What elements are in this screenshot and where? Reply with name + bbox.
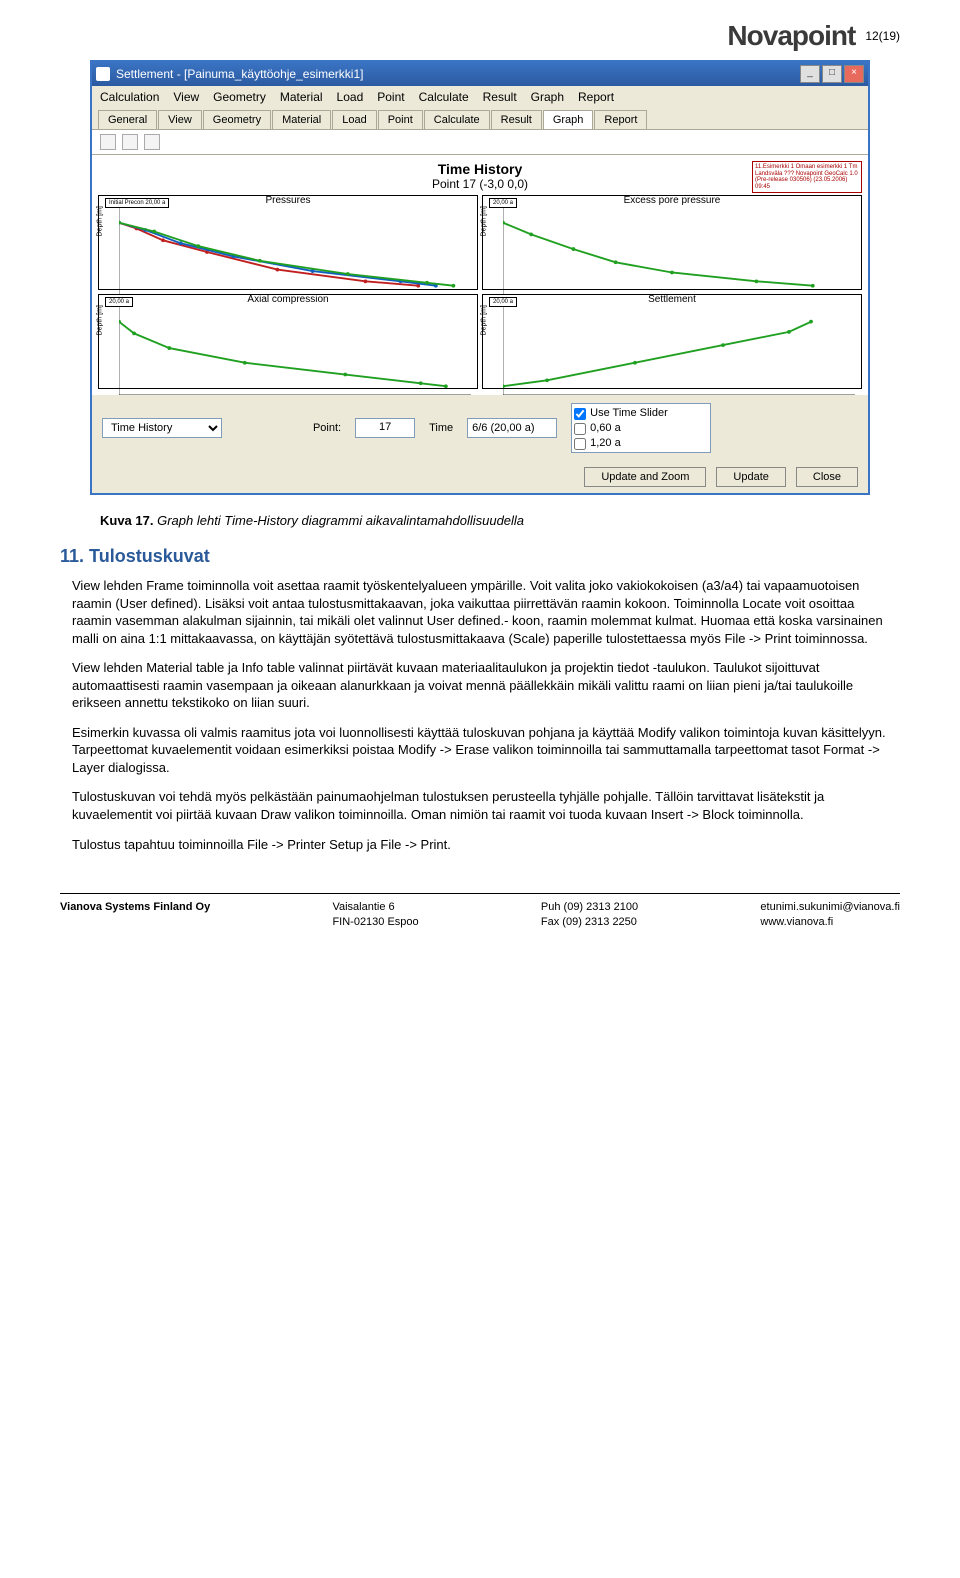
panel-legend: 20,00 a bbox=[489, 198, 517, 208]
footer-contact: etunimi.sukunimi@vianova.fiwww.vianova.f… bbox=[760, 900, 900, 930]
menu-bar: Calculation View Geometry Material Load Point… bbox=[92, 86, 868, 108]
paragraph: View lehden Material table ja Info table… bbox=[72, 659, 888, 712]
chart-area: Time History Point 17 (-3,0 0,0) 11.Esim… bbox=[92, 155, 868, 395]
update-button[interactable]: Update bbox=[716, 467, 785, 487]
tab-point[interactable]: Point bbox=[378, 110, 423, 129]
menu-calculation[interactable]: Calculation bbox=[100, 90, 159, 104]
chart-title: Time History bbox=[98, 161, 862, 177]
page-number: 12(19) bbox=[865, 29, 900, 43]
menu-report[interactable]: Report bbox=[578, 90, 614, 104]
chart-panel-1: Excess pore pressure20,00 aDepth [m] bbox=[482, 195, 862, 290]
update-zoom-button[interactable]: Update and Zoom bbox=[584, 467, 706, 487]
zoom-icon[interactable] bbox=[144, 134, 160, 150]
chart-grid: PressuresInitial Precon 20,00 aDepth [m]… bbox=[98, 195, 862, 389]
y-axis-label: Depth [m] bbox=[97, 206, 104, 236]
toolbar bbox=[92, 130, 868, 155]
minimize-button[interactable]: _ bbox=[800, 65, 820, 83]
close-dialog-button[interactable]: Close bbox=[796, 467, 858, 487]
chart-svg bbox=[119, 307, 471, 395]
tab-report[interactable]: Report bbox=[594, 110, 647, 129]
chart-svg bbox=[119, 208, 471, 296]
page-header: Novapoint 12(19) bbox=[60, 20, 900, 52]
tab-graph[interactable]: Graph bbox=[543, 110, 594, 129]
title-bar: Settlement - [Painuma_käyttöohje_esimerk… bbox=[92, 62, 868, 86]
maximize-button[interactable]: □ bbox=[822, 65, 842, 83]
button-row: Update and Zoom Update Close bbox=[92, 461, 868, 493]
tab-general[interactable]: General bbox=[98, 110, 157, 129]
app-window: Settlement - [Painuma_käyttöohje_esimerk… bbox=[90, 60, 870, 495]
window-title: Settlement - [Painuma_käyttöohje_esimerk… bbox=[116, 67, 363, 81]
point-label: Point: bbox=[313, 422, 341, 434]
y-axis-label: Depth [m] bbox=[97, 305, 104, 335]
figure-caption: Kuva 17. Graph lehti Time-History diagra… bbox=[100, 513, 860, 528]
paragraph: Tulostus tapahtuu toiminnoilla File -> P… bbox=[72, 836, 888, 854]
footer: Vianova Systems Finland Oy Vaisalantie 6… bbox=[60, 893, 900, 930]
menu-point[interactable]: Point bbox=[377, 90, 404, 104]
panel-legend: 20,00 a bbox=[105, 297, 133, 307]
paragraph: Esimerkin kuvassa oli valmis raamitus jo… bbox=[72, 724, 888, 777]
tab-load[interactable]: Load bbox=[332, 110, 376, 129]
chart-panel-2: Axial compression20,00 aDepth [m] bbox=[98, 294, 478, 389]
paragraph: Tulostuskuvan voi tehdä myös pelkästään … bbox=[72, 788, 888, 823]
panel-title: Excess pore pressure bbox=[483, 195, 861, 206]
footer-phone: Puh (09) 2313 2100Fax (09) 2313 2250 bbox=[541, 900, 638, 930]
y-axis-label: Depth [m] bbox=[481, 305, 488, 335]
time-input[interactable] bbox=[467, 418, 557, 438]
tab-calculate[interactable]: Calculate bbox=[424, 110, 490, 129]
chart-info-box: 11.Esimerkki 1 Omaan esimerkki 1 Tm Land… bbox=[752, 161, 862, 193]
footer-address: Vaisalantie 6FIN-02130 Espoo bbox=[332, 900, 418, 930]
brand-logo: Novapoint bbox=[727, 20, 855, 52]
tab-view[interactable]: View bbox=[158, 110, 202, 129]
menu-load[interactable]: Load bbox=[337, 90, 364, 104]
footer-company: Vianova Systems Finland Oy bbox=[60, 900, 210, 930]
time-label: Time bbox=[429, 422, 453, 434]
time-checklist[interactable]: Use Time Slider0,60 a1,20 a bbox=[571, 403, 711, 453]
body-text: View lehden Frame toiminnolla voit asett… bbox=[72, 577, 888, 853]
menu-calculate[interactable]: Calculate bbox=[419, 90, 469, 104]
controls-row: Time History Point: 17 Time Use Time Sli… bbox=[92, 395, 868, 461]
panel-title: Axial compression bbox=[99, 294, 477, 305]
menu-view[interactable]: View bbox=[173, 90, 199, 104]
copy-icon[interactable] bbox=[100, 134, 116, 150]
close-button[interactable]: × bbox=[844, 65, 864, 83]
save-icon[interactable] bbox=[122, 134, 138, 150]
section-heading: 11. Tulostuskuvat bbox=[60, 546, 900, 567]
tab-bar: GeneralViewGeometryMaterialLoadPointCalc… bbox=[92, 108, 868, 130]
chart-panel-3: Settlement20,00 aDepth [m] bbox=[482, 294, 862, 389]
tab-material[interactable]: Material bbox=[272, 110, 331, 129]
chart-svg bbox=[503, 208, 855, 296]
view-select[interactable]: Time History bbox=[102, 418, 222, 438]
menu-geometry[interactable]: Geometry bbox=[213, 90, 266, 104]
chart-panel-0: PressuresInitial Precon 20,00 aDepth [m] bbox=[98, 195, 478, 290]
chart-svg bbox=[503, 307, 855, 395]
tab-result[interactable]: Result bbox=[491, 110, 542, 129]
paragraph: View lehden Frame toiminnolla voit asett… bbox=[72, 577, 888, 647]
checklist-item[interactable]: 0,60 a bbox=[574, 421, 708, 436]
checklist-item[interactable]: Use Time Slider bbox=[574, 406, 708, 421]
panel-title: Settlement bbox=[483, 294, 861, 305]
app-icon bbox=[96, 67, 110, 81]
point-value: 17 bbox=[355, 418, 415, 438]
panel-legend: 20,00 a bbox=[489, 297, 517, 307]
panel-legend: Initial Precon 20,00 a bbox=[105, 198, 169, 208]
menu-material[interactable]: Material bbox=[280, 90, 323, 104]
menu-graph[interactable]: Graph bbox=[531, 90, 564, 104]
checklist-item[interactable]: 1,20 a bbox=[574, 436, 708, 451]
menu-result[interactable]: Result bbox=[483, 90, 517, 104]
chart-subtitle: Point 17 (-3,0 0,0) bbox=[98, 177, 862, 191]
tab-geometry[interactable]: Geometry bbox=[203, 110, 271, 129]
y-axis-label: Depth [m] bbox=[481, 206, 488, 236]
